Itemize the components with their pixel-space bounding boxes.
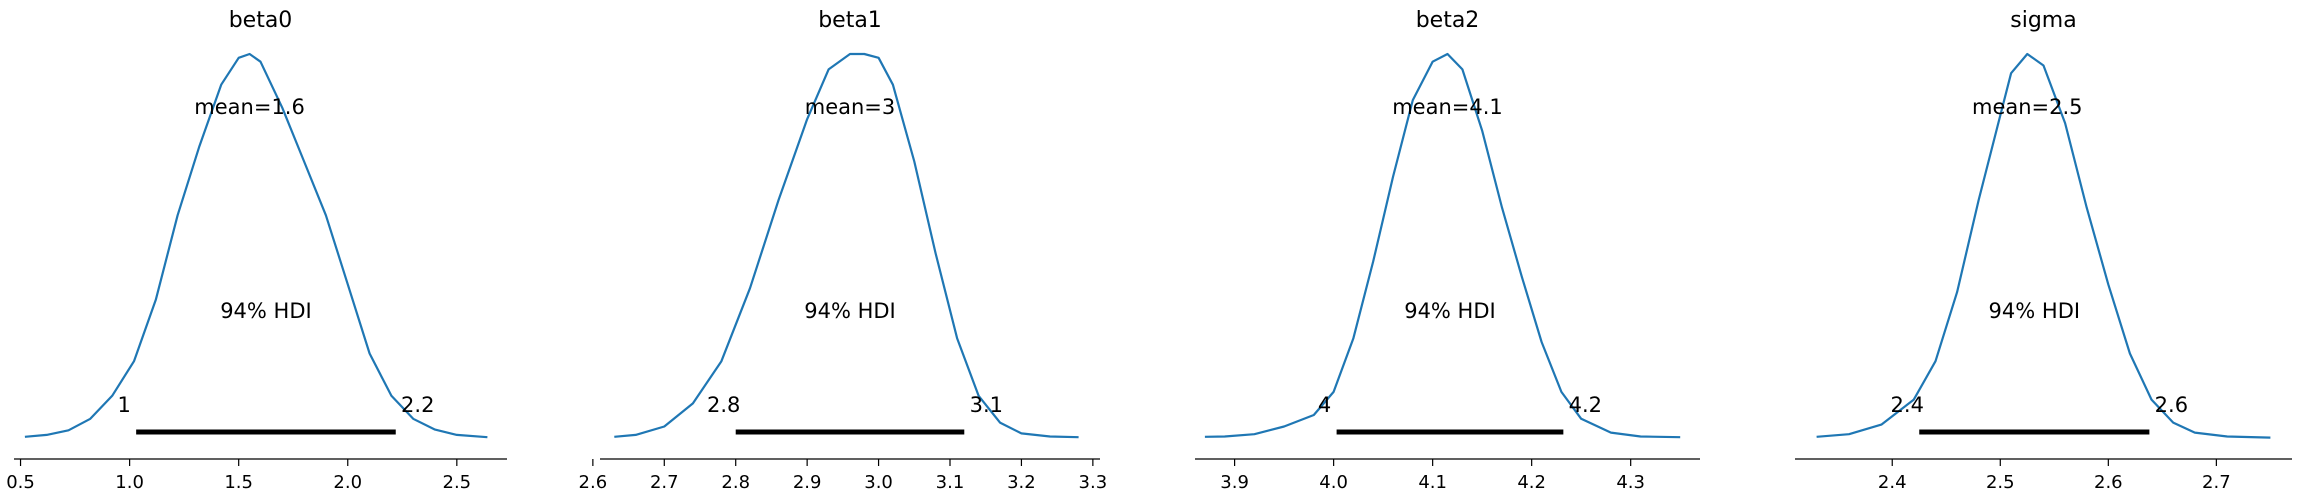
hdi-high-label: 2.6 — [2155, 393, 2188, 417]
x-tick-label: 2.6 — [2094, 472, 2123, 493]
mean-label: mean=3 — [805, 95, 896, 119]
x-tick-label: 3.1 — [936, 472, 965, 493]
subplot-beta2: beta2 mean=4.1 94% HDI 4 4.2 3.9 4.0 4.1 4.2 4.3 — [1195, 8, 1700, 493]
x-tick-label: 0.5 — [6, 472, 35, 493]
x-tick-label: 3.0 — [864, 472, 893, 493]
density-line — [614, 52, 1079, 439]
hdi-high-label: 3.1 — [970, 393, 1003, 417]
hdi-label: 94% HDI — [804, 299, 896, 323]
x-tick-label: 3.9 — [1220, 472, 1249, 493]
x-tick-label: 4.1 — [1418, 472, 1447, 493]
density-line — [1204, 52, 1681, 439]
x-tick-label: 2.4 — [1878, 472, 1907, 493]
x-tick-label: 3.2 — [1007, 472, 1036, 493]
x-tick-label: 4.3 — [1616, 472, 1645, 493]
x-tick-label: 2.0 — [333, 472, 362, 493]
density-line — [24, 52, 488, 439]
subplot-title: beta0 — [229, 8, 293, 33]
x-tick-label: 2.8 — [721, 472, 750, 493]
subplot-beta1: beta1 mean=3 94% HDI 2.8 3.1 2.6 2.7 2.8 2.9 3.0 3… — [579, 8, 1108, 493]
subplot-beta0: beta0 mean=1.6 94% HDI 1 2.2 0.5 1.0 1.5 2.0 2.5 — [6, 8, 507, 493]
subplot-sigma: sigma mean=2.5 94% HDI 2.4 2.6 2.4 2.5 2.6 2.7 — [1795, 8, 2292, 493]
x-tick-label: 4.2 — [1517, 472, 1546, 493]
x-tick-label: 2.7 — [650, 472, 679, 493]
x-tick-label: 1.0 — [115, 472, 144, 493]
hdi-high-label: 2.2 — [401, 393, 434, 417]
x-tick-label: 2.5 — [1986, 472, 2015, 493]
density-line — [1816, 52, 2271, 439]
x-tick-label: 3.3 — [1079, 472, 1108, 493]
x-tick-label: 2.9 — [793, 472, 822, 493]
mean-label: mean=1.6 — [194, 95, 305, 119]
subplot-title: beta1 — [818, 8, 882, 33]
hdi-high-label: 4.2 — [1569, 393, 1602, 417]
hdi-low-label: 4 — [1318, 393, 1331, 417]
hdi-low-label: 2.8 — [707, 393, 740, 417]
hdi-label: 94% HDI — [1989, 299, 2081, 323]
x-tick-label: 2.6 — [579, 472, 608, 493]
hdi-low-label: 2.4 — [1891, 393, 1924, 417]
x-tick-label: 2.7 — [2202, 472, 2231, 493]
subplot-title: sigma — [2010, 8, 2076, 33]
x-tick-label: 4.0 — [1319, 472, 1348, 493]
x-tick-label: 1.5 — [224, 472, 253, 493]
hdi-label: 94% HDI — [220, 299, 312, 323]
mean-label: mean=2.5 — [1972, 95, 2083, 119]
hdi-low-label: 1 — [117, 393, 130, 417]
subplot-title: beta2 — [1416, 8, 1480, 33]
mean-label: mean=4.1 — [1392, 95, 1503, 119]
x-tick-label: 2.5 — [443, 472, 472, 493]
hdi-label: 94% HDI — [1404, 299, 1496, 323]
